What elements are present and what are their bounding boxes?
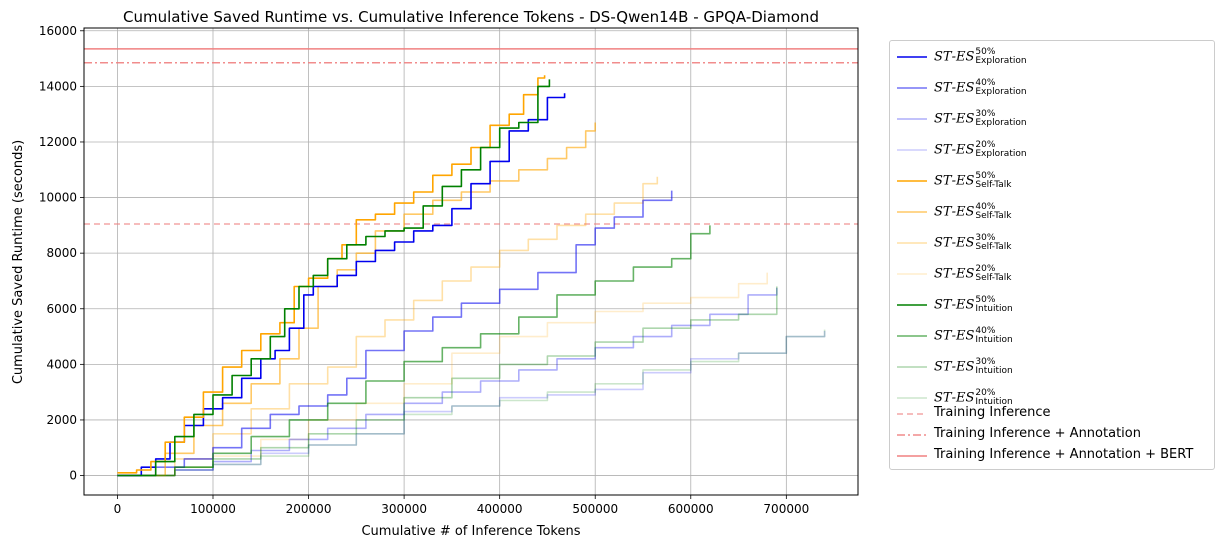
legend-label: ST‑ES 20% Intuition <box>934 388 1013 407</box>
series-line <box>117 75 546 474</box>
legend-label: ST‑ES 50% Self-Talk <box>934 171 1012 190</box>
series-line <box>117 122 596 477</box>
legend-swatch <box>897 87 927 89</box>
legend-label: ST‑ES 40% Exploration <box>934 78 1027 97</box>
plot-frame <box>83 27 859 496</box>
legend-item: ST‑ES 40% Exploration <box>890 79 1210 97</box>
series-line <box>117 331 826 477</box>
legend-label: Training Inference + Annotation <box>934 426 1141 441</box>
y-tick-label: 4000 <box>46 357 77 371</box>
legend-item: ST‑ES 20% Exploration <box>890 141 1210 159</box>
legend-item: ST‑ES 20% Intuition <box>890 389 1210 407</box>
legend-label: Training Inference <box>934 405 1051 420</box>
series-line <box>117 79 551 477</box>
legend-item: ST‑ES 30% Self-Talk <box>890 234 1210 252</box>
reference-lines <box>84 48 858 225</box>
legend-label: Training Inference + Annotation + BERT <box>934 447 1194 462</box>
legend-item: ST‑ES 40% Self-Talk <box>890 203 1210 221</box>
x-tick-label: 400000 <box>477 502 523 516</box>
x-tick-label: 300000 <box>381 502 427 516</box>
x-tick-label: 500000 <box>572 502 618 516</box>
legend-swatch <box>897 56 927 58</box>
legend-label: ST‑ES 40% Intuition <box>934 326 1013 345</box>
y-tick-label: 14000 <box>39 79 77 93</box>
legend-item: ST‑ES 30% Exploration <box>890 110 1210 128</box>
x-tick-label: 100000 <box>190 502 236 516</box>
series-lines <box>117 75 826 477</box>
legend-item: Training Inference <box>890 405 1210 423</box>
legend-swatch <box>897 413 927 415</box>
legend-item: ST‑ES 50% Exploration <box>890 48 1210 66</box>
legend-item: Training Inference + Annotation + BERT <box>890 447 1210 465</box>
legend-item: ST‑ES 40% Intuition <box>890 327 1210 345</box>
legend-label: ST‑ES 30% Intuition <box>934 357 1013 376</box>
legend-swatch <box>897 149 927 151</box>
series-line <box>117 190 673 477</box>
y-tick-label: 2000 <box>46 413 77 427</box>
series-line <box>117 176 659 477</box>
legend-label: ST‑ES 20% Exploration <box>934 140 1027 159</box>
legend-swatch <box>897 455 927 457</box>
legend-label: ST‑ES 30% Exploration <box>934 109 1027 128</box>
chart-title: Cumulative Saved Runtime vs. Cumulative … <box>123 8 819 26</box>
series-line <box>117 287 778 477</box>
y-tick-label: 8000 <box>46 246 77 260</box>
series-line <box>117 225 711 477</box>
axis-ticks: 0 100000 200000 300000 400000 500000 600000 700… <box>39 24 809 516</box>
series-line <box>117 329 826 477</box>
legend-item: ST‑ES 50% Intuition <box>890 296 1210 314</box>
x-tick-label: 200000 <box>286 502 332 516</box>
legend-swatch <box>897 211 927 213</box>
legend-item: ST‑ES 20% Self-Talk <box>890 265 1210 283</box>
legend-item: ST‑ES 50% Self-Talk <box>890 172 1210 190</box>
y-axis-label: Cumulative Saved Runtime (seconds) <box>11 140 26 384</box>
x-axis-label: Cumulative # of Inference Tokens <box>361 524 580 539</box>
legend-swatch <box>897 366 927 368</box>
legend-item: Training Inference + Annotation <box>890 426 1210 444</box>
legend-swatch <box>897 304 927 306</box>
y-tick-label: 0 <box>69 469 77 483</box>
legend-item: ST‑ES 30% Intuition <box>890 358 1210 376</box>
legend-swatch <box>897 242 927 244</box>
legend-swatch <box>897 273 927 275</box>
y-tick-label: 10000 <box>39 191 77 205</box>
legend-swatch <box>897 118 927 120</box>
legend-label: ST‑ES 50% Intuition <box>934 295 1013 314</box>
legend-label: ST‑ES 40% Self-Talk <box>934 202 1012 221</box>
legend-swatch <box>897 335 927 337</box>
legend-swatch <box>897 397 927 399</box>
y-tick-label: 12000 <box>39 135 77 149</box>
legend-label: ST‑ES 30% Self-Talk <box>934 233 1012 252</box>
x-tick-label: 700000 <box>763 502 809 516</box>
x-tick-label: 600000 <box>668 502 714 516</box>
legend-label: ST‑ES 50% Exploration <box>934 47 1027 66</box>
legend-swatch <box>897 180 927 182</box>
legend-label: ST‑ES 20% Self-Talk <box>934 264 1012 283</box>
legend: ST‑ES 50% Exploration ST‑ES 40% Exploration ST… <box>889 40 1215 470</box>
y-tick-label: 16000 <box>39 24 77 38</box>
x-tick-label: 0 <box>114 502 122 516</box>
series-line <box>117 272 768 477</box>
legend-swatch <box>897 434 927 436</box>
y-tick-label: 6000 <box>46 302 77 316</box>
